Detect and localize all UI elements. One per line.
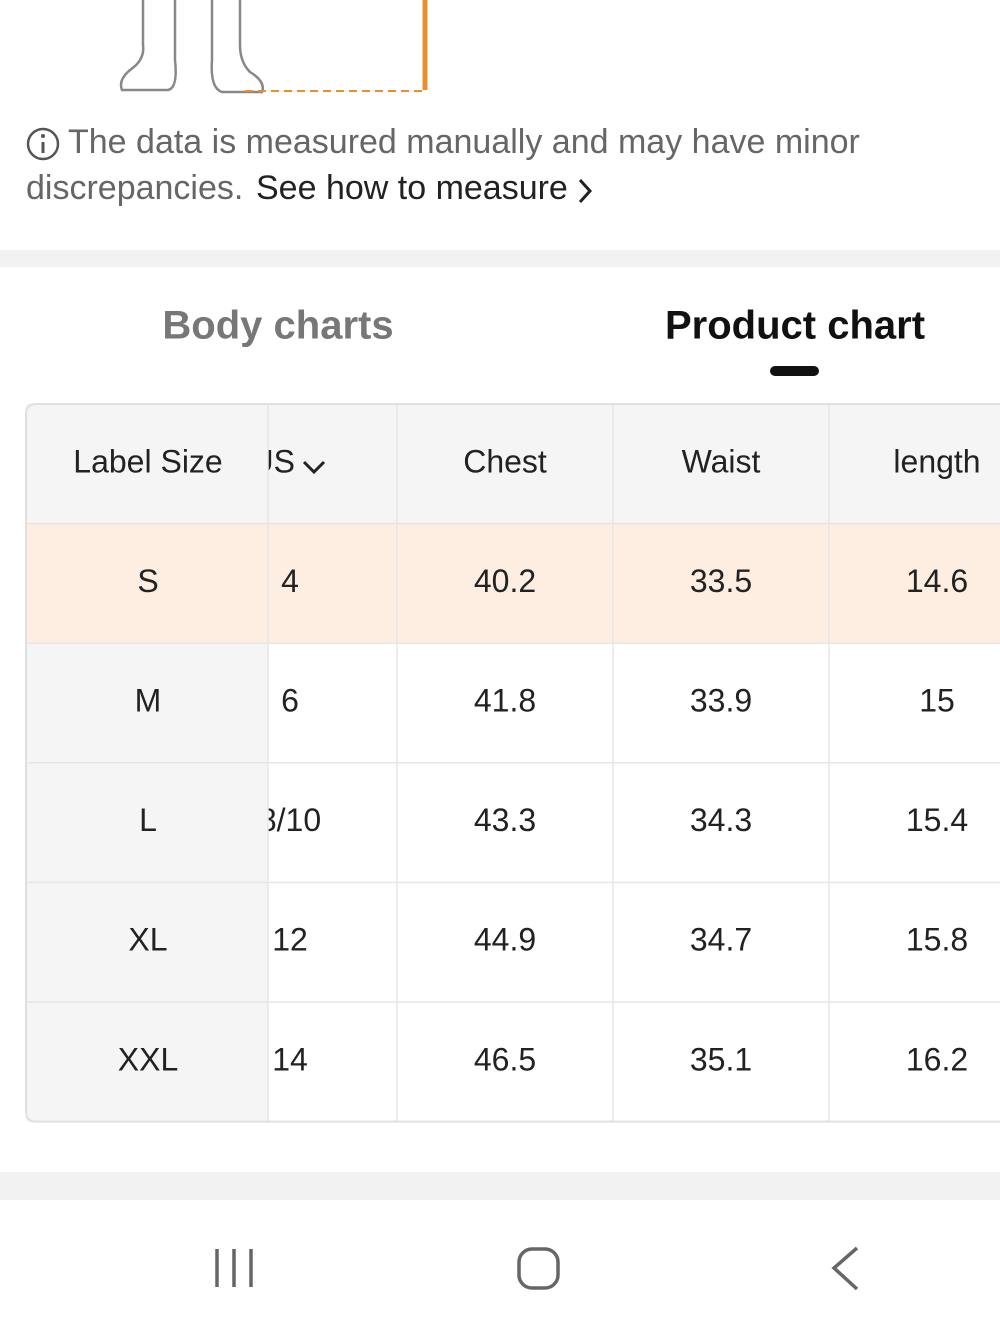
- cell: 41.8: [474, 682, 536, 718]
- cell: 15.8: [906, 922, 968, 958]
- sticky-bg: [26, 523, 268, 644]
- cell: 14: [272, 1041, 308, 1077]
- foot-right: [210, 0, 264, 94]
- note-text: The data is measured manually and may ha…: [68, 123, 860, 161]
- us-column: US 4 6 8/10 12 14: [251, 443, 326, 1077]
- link-text[interactable]: See how to measure: [256, 169, 568, 207]
- cell: 4: [281, 563, 299, 599]
- header-cell: Chest: [463, 443, 547, 479]
- cell: 34.3: [690, 802, 752, 838]
- table-border: [25, 403, 1000, 1123]
- size-table: US 4 6 8/10 12 14 Label Size Chest Waist length S 4…: [25, 403, 1000, 1123]
- cell: XL: [128, 922, 167, 958]
- cell: 6: [281, 682, 299, 718]
- link-chevron[interactable]: [578, 178, 593, 204]
- header-cell: US: [251, 443, 295, 479]
- divider: [0, 250, 1000, 267]
- cell: 8/10: [259, 802, 321, 838]
- header-bg: [26, 404, 1000, 524]
- measure-link[interactable]: See how to measure: [256, 169, 593, 207]
- divider: [0, 1172, 1000, 1200]
- nav-bar: [215, 1246, 859, 1291]
- cell: 33.5: [690, 563, 752, 599]
- foot-left: [119, 0, 177, 92]
- dropdown-chevron: [302, 460, 326, 475]
- info-icon: [26, 127, 60, 161]
- home-button[interactable]: [517, 1247, 560, 1290]
- header-cell: Waist: [682, 443, 761, 479]
- tab-indicator: [770, 366, 819, 376]
- header-cell: Label Size: [73, 443, 222, 479]
- illustration: [119, 0, 428, 94]
- cell: 40.2: [474, 563, 536, 599]
- cell: 15: [919, 682, 955, 718]
- cell: 16.2: [906, 1041, 968, 1077]
- tab-active[interactable]: Product chart: [665, 304, 925, 348]
- cell: M: [135, 682, 162, 718]
- back-button[interactable]: [831, 1246, 859, 1291]
- cell: 44.9: [474, 922, 536, 958]
- cell: 46.5: [474, 1041, 536, 1077]
- cell: XXL: [118, 1041, 178, 1077]
- recents-button[interactable]: [215, 1249, 253, 1287]
- header-cell: length: [893, 443, 980, 479]
- note-text: discrepancies.: [26, 169, 243, 207]
- cell: 35.1: [690, 1041, 752, 1077]
- cell: 43.3: [474, 802, 536, 838]
- cell: 34.7: [690, 922, 752, 958]
- cell: 12: [272, 922, 308, 958]
- cell: 15.4: [906, 802, 968, 838]
- cell: 14.6: [906, 563, 968, 599]
- cell: L: [139, 802, 157, 838]
- cell: S: [137, 563, 158, 599]
- tab[interactable]: Body charts: [162, 304, 393, 348]
- cell: 33.9: [690, 682, 752, 718]
